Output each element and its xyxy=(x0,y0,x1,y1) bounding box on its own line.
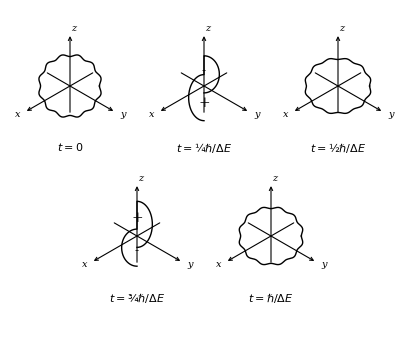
Text: z: z xyxy=(273,174,277,183)
Text: $t = ℏ/ΔE$: $t = ℏ/ΔE$ xyxy=(248,291,294,305)
Text: y: y xyxy=(388,110,393,119)
Text: z: z xyxy=(206,24,211,33)
Text: +: + xyxy=(198,96,210,110)
Text: y: y xyxy=(321,260,326,269)
Text: y: y xyxy=(187,260,193,269)
Text: z: z xyxy=(71,24,77,33)
Text: x: x xyxy=(82,260,87,269)
Text: $t =0$: $t =0$ xyxy=(57,141,83,154)
Polygon shape xyxy=(122,201,152,266)
Text: z: z xyxy=(138,174,144,183)
Polygon shape xyxy=(239,207,303,265)
Text: x: x xyxy=(149,110,154,119)
Text: x: x xyxy=(282,110,288,119)
Text: $t = ½ ℏ/ΔE$: $t = ½ ℏ/ΔE$ xyxy=(310,141,366,155)
Text: $t = ¾ ℏ/ΔE$: $t = ¾ ℏ/ΔE$ xyxy=(109,291,165,305)
Text: $t = ¼ ℏ/ΔE$: $t = ¼ ℏ/ΔE$ xyxy=(176,141,232,155)
Text: y: y xyxy=(120,110,126,119)
Text: z: z xyxy=(339,24,345,33)
Polygon shape xyxy=(305,59,371,113)
Text: y: y xyxy=(254,110,259,119)
Text: +: + xyxy=(131,212,143,226)
Text: -: - xyxy=(202,64,206,77)
Text: x: x xyxy=(15,110,20,119)
Polygon shape xyxy=(39,55,101,117)
Text: -: - xyxy=(135,244,139,257)
Text: x: x xyxy=(215,260,221,269)
Polygon shape xyxy=(188,56,220,121)
